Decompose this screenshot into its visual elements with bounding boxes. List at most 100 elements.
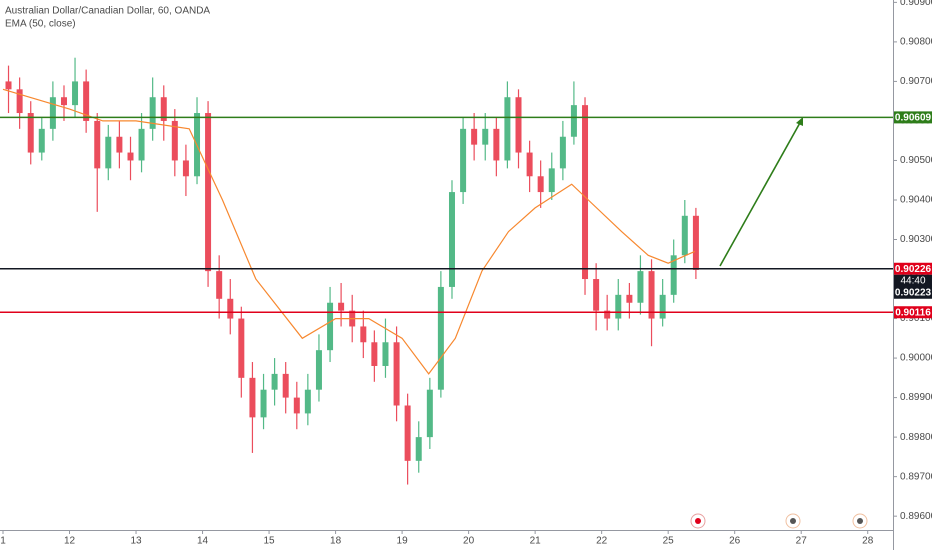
candle-body	[116, 136, 123, 153]
candle-body	[83, 81, 90, 121]
candle-body	[648, 271, 655, 319]
candle-body	[260, 389, 267, 418]
candle-body	[437, 286, 444, 390]
x-tick-label: 21	[530, 536, 542, 547]
candle-body	[515, 97, 522, 153]
candle-body	[60, 97, 67, 106]
candle-body	[404, 405, 411, 461]
candle-body	[327, 302, 334, 351]
candle-body	[227, 298, 234, 319]
candle-body	[171, 120, 178, 161]
candle-body	[393, 342, 400, 406]
candle-body	[216, 271, 223, 299]
arrow	[719, 117, 803, 267]
x-tick-label: 20	[463, 536, 475, 547]
candle-body	[238, 318, 245, 378]
candle-body	[448, 192, 455, 287]
x-tick-label: 1	[0, 536, 6, 547]
candle-body	[692, 215, 699, 270]
candle-body	[637, 271, 644, 303]
candle-body	[304, 389, 311, 414]
candle-body	[615, 294, 622, 319]
x-tick-label: 13	[130, 536, 142, 547]
candle-body	[382, 342, 389, 366]
x-tick-label: 15	[264, 536, 276, 547]
candle-body	[582, 105, 589, 280]
candle-body	[271, 373, 278, 390]
candle-body	[282, 373, 289, 398]
candle-body	[105, 136, 112, 169]
candle-body	[482, 128, 489, 145]
candles	[5, 57, 699, 485]
candle-body	[670, 255, 677, 295]
x-tick-label: 28	[862, 536, 874, 547]
candle-body	[471, 128, 478, 145]
candle-body	[360, 326, 367, 343]
candle-body	[415, 437, 422, 461]
x-tick-label: 12	[64, 536, 76, 547]
price-tag	[894, 262, 932, 275]
candle-body	[338, 302, 345, 311]
indicator-label: EMA (50, close)	[5, 19, 76, 30]
candle-body	[16, 89, 23, 114]
candle-body	[160, 97, 167, 121]
x-tick-label: 22	[596, 536, 608, 547]
candle-body	[315, 350, 322, 390]
candle-body	[371, 342, 378, 366]
candle-body	[5, 81, 12, 90]
x-tick-label: 18	[330, 536, 342, 547]
price-tag-label: 0.90116	[895, 307, 931, 318]
candle-body	[205, 113, 212, 272]
candle-body	[182, 160, 189, 177]
candle-body	[570, 105, 577, 137]
candle-body	[559, 136, 566, 169]
candle-body	[626, 294, 633, 303]
x-tick-label: 19	[397, 536, 409, 547]
candle-body	[138, 128, 145, 161]
x-tick-label: 26	[729, 536, 741, 547]
candle-body	[127, 152, 134, 161]
candle-body	[293, 397, 300, 414]
x-tick-label: 14	[197, 536, 209, 547]
candle-body	[526, 152, 533, 177]
candle-body	[27, 113, 34, 153]
candle-body	[659, 294, 666, 319]
price-tag	[894, 306, 932, 319]
x-tick-label: 27	[796, 536, 808, 547]
candle-body	[604, 310, 611, 319]
candle-body	[94, 120, 101, 169]
ema-line	[2, 88, 696, 375]
candle-body	[504, 97, 511, 161]
candle-body	[681, 215, 688, 256]
countdown-label: 44:40	[900, 275, 925, 286]
price-tag-label: 0.90226	[895, 264, 932, 275]
candle-body	[249, 377, 256, 418]
candle-body	[548, 168, 555, 193]
last-price-tag	[894, 274, 932, 299]
event-icons	[690, 513, 868, 529]
candle-body	[460, 128, 467, 193]
candle-body	[149, 97, 156, 129]
chart-title: Australian Dollar/Canadian Dollar, 60, O…	[5, 6, 210, 17]
last-price-label: 0.90223	[895, 287, 932, 298]
y-tick-label: 0.89600	[900, 511, 932, 522]
candle-body	[593, 279, 600, 311]
price-tag-label: 0.90609	[895, 113, 932, 124]
candle-body	[49, 97, 56, 129]
candle-body	[426, 389, 433, 438]
candle-body	[72, 81, 79, 106]
candle-body	[537, 176, 544, 193]
